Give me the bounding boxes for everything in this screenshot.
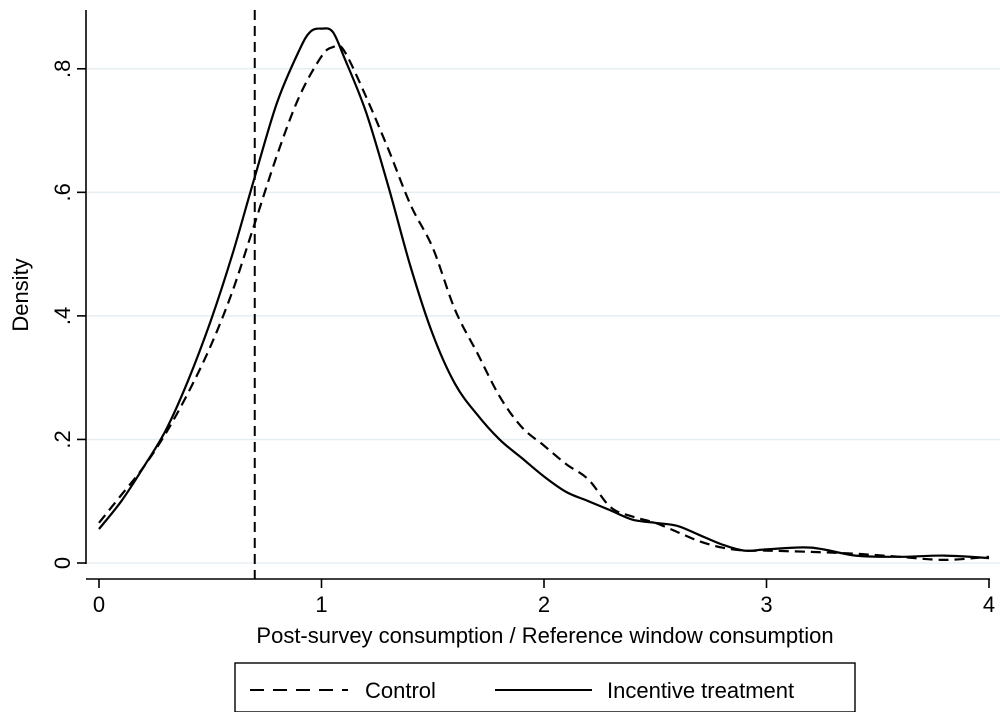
y-tick-label-0: 0 — [50, 557, 75, 569]
gridlines — [87, 68, 1000, 564]
y-axis-label: Density — [8, 258, 33, 331]
x-tick-label-2: 2 — [538, 592, 550, 617]
y-tick-label-1: .2 — [50, 430, 75, 448]
legend: Control Incentive treatment — [234, 662, 856, 712]
y-tick-label-2: .4 — [50, 307, 75, 325]
x-ticks: 0 1 2 3 4 — [93, 579, 995, 617]
x-tick-label-0: 0 — [93, 592, 105, 617]
series-line-control — [98, 44, 990, 561]
x-tick-label-3: 3 — [760, 592, 772, 617]
legend-label-control: Control — [365, 678, 436, 703]
x-axis-label: Post-survey consumption / Reference wind… — [256, 623, 833, 648]
legend-box — [234, 662, 856, 712]
x-tick-label-4: 4 — [983, 592, 995, 617]
density-curves — [98, 27, 990, 561]
y-ticks: 0 .2 .4 .6 .8 — [50, 60, 86, 569]
axes — [85, 10, 990, 580]
y-tick-label-3: .6 — [50, 183, 75, 201]
series-line-incentive-treatment — [98, 27, 990, 560]
x-tick-label-1: 1 — [315, 592, 327, 617]
legend-label-incentive: Incentive treatment — [607, 678, 794, 703]
y-tick-label-4: .8 — [50, 60, 75, 78]
